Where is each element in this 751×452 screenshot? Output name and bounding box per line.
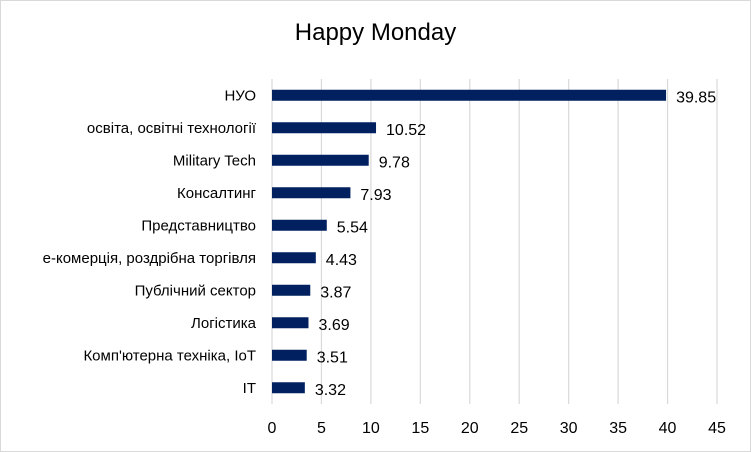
category-label: освіта, освітні технології xyxy=(87,120,257,137)
category-label: Представництво xyxy=(141,217,256,234)
category-label: НУО xyxy=(224,87,256,104)
bar xyxy=(272,284,311,296)
data-label: 3.32 xyxy=(315,382,346,399)
x-tick-label: 40 xyxy=(659,420,677,437)
data-label: 39.85 xyxy=(676,89,716,106)
category-label: Military Tech xyxy=(173,152,256,169)
data-label: 3.69 xyxy=(318,317,349,334)
bar xyxy=(272,252,316,264)
x-tick-label: 35 xyxy=(609,420,627,437)
x-tick-label: 30 xyxy=(560,420,578,437)
data-label: 5.54 xyxy=(337,219,368,236)
bar xyxy=(272,187,351,199)
category-label: Консалтинг xyxy=(177,185,256,202)
x-tick-label: 45 xyxy=(708,420,726,437)
bar xyxy=(272,154,369,166)
data-label: 9.78 xyxy=(379,154,410,171)
x-tick-label: 15 xyxy=(411,420,429,437)
x-tick-label: 20 xyxy=(461,420,479,437)
x-tick-label: 5 xyxy=(317,420,326,437)
category-label: Публічний сектор xyxy=(135,282,256,299)
bar xyxy=(272,219,327,231)
data-label: 7.93 xyxy=(360,187,391,204)
x-tick-label: 0 xyxy=(268,420,277,437)
bar xyxy=(272,122,377,134)
bar xyxy=(272,382,305,394)
bar xyxy=(272,349,307,361)
bar xyxy=(272,89,667,101)
data-label: 3.51 xyxy=(317,349,348,366)
x-tick-label: 10 xyxy=(362,420,380,437)
category-label: Комп'ютерна техніка, IoT xyxy=(83,347,256,364)
bar xyxy=(272,317,309,329)
category-label: е-комерція, роздрібна торгівля xyxy=(43,250,256,267)
data-label: 10.52 xyxy=(386,122,426,139)
category-label: IT xyxy=(243,380,256,397)
category-label: Логістика xyxy=(191,315,257,332)
data-label: 3.87 xyxy=(320,284,351,301)
x-tick-label: 25 xyxy=(510,420,528,437)
data-label: 4.43 xyxy=(326,252,357,269)
chart-title: Happy Monday xyxy=(294,19,457,46)
